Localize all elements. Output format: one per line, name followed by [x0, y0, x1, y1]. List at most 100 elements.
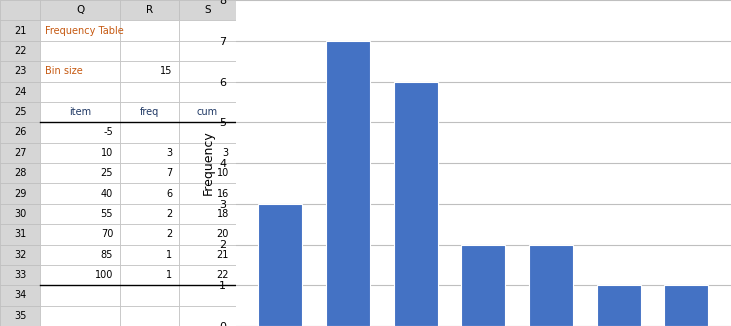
Bar: [179, 0, 236, 20]
Text: 28: 28: [14, 168, 26, 178]
Text: Frequency Table: Frequency Table: [45, 25, 124, 36]
Bar: [121, 285, 179, 306]
Text: 100: 100: [95, 270, 113, 280]
Bar: [179, 285, 236, 306]
Bar: [179, 244, 236, 265]
Text: 10: 10: [101, 148, 113, 158]
Text: 30: 30: [14, 209, 26, 219]
Bar: [0, 306, 40, 326]
Text: 70: 70: [101, 229, 113, 239]
Bar: [40, 61, 121, 82]
Bar: [179, 143, 236, 163]
Text: 3: 3: [223, 148, 229, 158]
Bar: [461, 244, 505, 326]
Bar: [179, 20, 236, 41]
Bar: [40, 102, 121, 122]
Bar: [258, 204, 303, 326]
Text: 85: 85: [101, 250, 113, 260]
Bar: [40, 224, 121, 244]
Text: 1: 1: [166, 250, 172, 260]
Text: 21: 21: [14, 25, 26, 36]
Bar: [40, 204, 121, 224]
Bar: [121, 102, 179, 122]
Text: 1: 1: [166, 270, 172, 280]
Text: 29: 29: [14, 188, 26, 199]
Y-axis label: Frequency: Frequency: [202, 131, 215, 195]
Bar: [40, 306, 121, 326]
Text: 23: 23: [14, 66, 26, 76]
Bar: [179, 204, 236, 224]
Text: 25: 25: [101, 168, 113, 178]
Text: 27: 27: [14, 148, 26, 158]
Bar: [0, 183, 40, 204]
Bar: [121, 61, 179, 82]
Bar: [596, 285, 641, 326]
Bar: [40, 265, 121, 285]
Bar: [121, 163, 179, 183]
Bar: [40, 244, 121, 265]
Bar: [121, 41, 179, 61]
Bar: [179, 265, 236, 285]
Bar: [179, 122, 236, 143]
Bar: [0, 102, 40, 122]
Text: 40: 40: [101, 188, 113, 199]
Text: 10: 10: [216, 168, 229, 178]
Text: S: S: [204, 5, 211, 15]
Bar: [0, 163, 40, 183]
Bar: [179, 61, 236, 82]
Bar: [40, 285, 121, 306]
Text: 22: 22: [14, 46, 26, 56]
Bar: [40, 0, 121, 20]
Bar: [121, 0, 179, 20]
Text: 31: 31: [14, 229, 26, 239]
Bar: [0, 82, 40, 102]
Text: 26: 26: [14, 127, 26, 138]
Bar: [179, 102, 236, 122]
Text: 15: 15: [160, 66, 172, 76]
Text: 24: 24: [14, 87, 26, 97]
Text: 33: 33: [14, 270, 26, 280]
Bar: [0, 20, 40, 41]
Bar: [121, 244, 179, 265]
Bar: [0, 122, 40, 143]
Bar: [0, 265, 40, 285]
Text: 2: 2: [166, 229, 172, 239]
Text: item: item: [69, 107, 91, 117]
Text: Bin size: Bin size: [45, 66, 83, 76]
Bar: [40, 41, 121, 61]
Text: 35: 35: [14, 311, 26, 321]
Text: 32: 32: [14, 250, 26, 260]
Bar: [121, 82, 179, 102]
Bar: [179, 306, 236, 326]
Bar: [40, 143, 121, 163]
Bar: [121, 183, 179, 204]
Bar: [121, 20, 179, 41]
Text: 25: 25: [14, 107, 26, 117]
Text: freq: freq: [140, 107, 159, 117]
Text: 18: 18: [216, 209, 229, 219]
Bar: [121, 122, 179, 143]
Bar: [0, 61, 40, 82]
Text: 3: 3: [166, 148, 172, 158]
Text: 16: 16: [216, 188, 229, 199]
Bar: [179, 183, 236, 204]
Bar: [326, 41, 370, 326]
Text: cum: cum: [197, 107, 218, 117]
Bar: [0, 41, 40, 61]
Text: 34: 34: [14, 290, 26, 301]
Bar: [394, 82, 438, 326]
Bar: [121, 143, 179, 163]
Bar: [0, 143, 40, 163]
Bar: [529, 244, 573, 326]
Bar: [40, 183, 121, 204]
Text: R: R: [146, 5, 154, 15]
Bar: [0, 244, 40, 265]
Bar: [121, 306, 179, 326]
Text: -5: -5: [104, 127, 113, 138]
Bar: [40, 122, 121, 143]
Bar: [664, 285, 708, 326]
Bar: [40, 82, 121, 102]
Text: 7: 7: [166, 168, 172, 178]
Bar: [179, 224, 236, 244]
Text: 21: 21: [216, 250, 229, 260]
